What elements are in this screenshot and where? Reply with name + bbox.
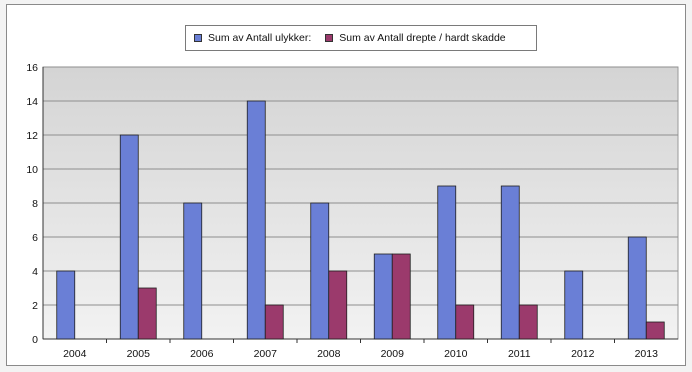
x-tick-label: 2009 bbox=[381, 348, 405, 360]
y-tick-label: 4 bbox=[32, 266, 38, 278]
bar-ulykker-2005 bbox=[119, 134, 139, 340]
bar-drepte-2013 bbox=[645, 321, 665, 340]
bar-drepte-2009 bbox=[391, 253, 411, 340]
legend-label-drepte: Sum av Antall drepte / hardt skadde bbox=[339, 32, 506, 44]
bar-drepte-2010 bbox=[455, 304, 475, 340]
legend: Sum av Antall ulykker: Sum av Antall dre… bbox=[185, 25, 537, 51]
legend-item-ulykker: Sum av Antall ulykker: bbox=[194, 32, 311, 44]
x-tick-label: 2006 bbox=[190, 348, 214, 360]
bar-ulykker-2008 bbox=[310, 202, 330, 340]
x-tick-label: 2012 bbox=[571, 348, 595, 360]
bar-ulykker-2012 bbox=[564, 270, 584, 340]
legend-swatch-ulykker bbox=[194, 34, 202, 42]
tick-labels: 0 2 4 6 8 10 12 14 16 2004 2005 2006 2007 2008 2009 201… bbox=[26, 62, 658, 360]
y-tick-label: 8 bbox=[32, 198, 38, 210]
bar-ulykker-2013 bbox=[627, 236, 647, 340]
y-tick-label: 16 bbox=[26, 62, 38, 74]
bars bbox=[56, 100, 665, 340]
y-tick-label: 12 bbox=[26, 130, 38, 142]
x-tick-label: 2007 bbox=[254, 348, 278, 360]
y-tick-label: 2 bbox=[32, 300, 38, 312]
bar-ulykker-2009 bbox=[373, 253, 393, 340]
bar-drepte-2008 bbox=[328, 270, 348, 340]
bar-ulykker-2010 bbox=[437, 185, 457, 340]
y-tick-label: 14 bbox=[26, 96, 38, 108]
x-tick-label: 2004 bbox=[63, 348, 87, 360]
y-tick-label: 6 bbox=[32, 232, 38, 244]
x-tick-label: 2010 bbox=[444, 348, 468, 360]
bar-ulykker-2006 bbox=[183, 202, 203, 340]
x-tick-label: 2011 bbox=[508, 348, 531, 360]
bar-ulykker-2007 bbox=[246, 100, 266, 340]
x-tick-label: 2005 bbox=[127, 348, 151, 360]
legend-swatch-drepte bbox=[325, 34, 334, 42]
bar-drepte-2005 bbox=[137, 287, 157, 340]
bar-chart: 0 2 4 6 8 10 12 14 16 2004 2005 2006 2007 2008 2009 201… bbox=[26, 62, 679, 360]
bar-ulykker-2011 bbox=[500, 185, 520, 340]
bar-ulykker-2004 bbox=[56, 270, 76, 340]
legend-item-drepte: Sum av Antall drepte / hardt skadde bbox=[325, 32, 506, 44]
x-tick-label: 2013 bbox=[635, 348, 659, 360]
y-tick-label: 10 bbox=[26, 164, 38, 176]
y-tick-label: 0 bbox=[32, 334, 38, 346]
bar-drepte-2007 bbox=[264, 304, 284, 340]
chart-frame: 0 2 4 6 8 10 12 14 16 2004 2005 2006 2007 2008 2009 201… bbox=[6, 4, 686, 366]
bar-drepte-2011 bbox=[518, 304, 538, 340]
x-tick-label: 2008 bbox=[317, 348, 341, 360]
legend-label-ulykker: Sum av Antall ulykker: bbox=[208, 32, 312, 44]
